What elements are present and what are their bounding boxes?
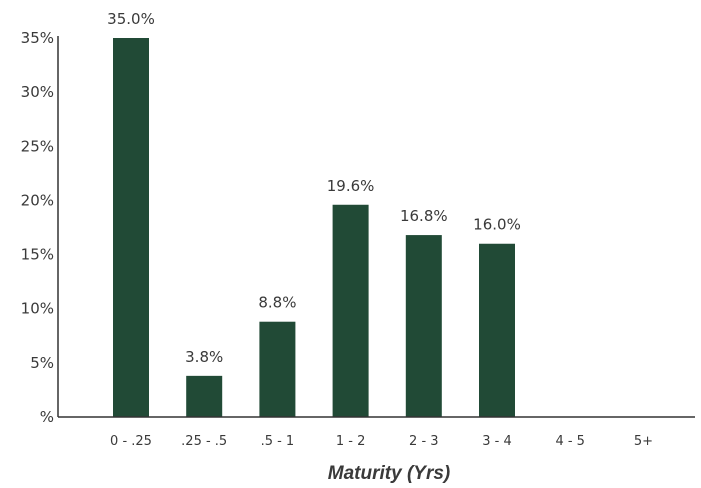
bar bbox=[332, 204, 369, 417]
y-axis-ticks: % 5% 10% 15% 20% 25% 30% 35% bbox=[21, 29, 54, 426]
data-labels: 35.0% 3.8% 8.8% 19.6% 16.8% 16.0% bbox=[107, 10, 521, 366]
x-axis-categories: 0 - .25 .25 - .5 .5 - 1 1 - 2 2 - 3 3 - 4 4 - … bbox=[110, 434, 653, 449]
y-tick-label: 5% bbox=[30, 354, 54, 372]
bars bbox=[113, 38, 515, 417]
y-tick-label: 10% bbox=[21, 300, 54, 318]
y-tick-label: 25% bbox=[21, 137, 54, 155]
y-tick-label: 15% bbox=[21, 246, 54, 264]
y-tick-label: 30% bbox=[21, 83, 54, 101]
x-tick-label: .5 - 1 bbox=[261, 434, 295, 449]
bar bbox=[259, 321, 296, 417]
x-tick-label: 1 - 2 bbox=[336, 434, 366, 449]
bar-value-label: 16.8% bbox=[400, 207, 448, 225]
bar-value-label: 8.8% bbox=[258, 294, 296, 312]
y-tick-label: % bbox=[40, 408, 54, 426]
bar bbox=[186, 375, 223, 417]
bar-value-label: 19.6% bbox=[327, 177, 375, 195]
x-axis-title: Maturity (Yrs) bbox=[328, 463, 450, 484]
bar bbox=[405, 235, 442, 417]
x-tick-label: 2 - 3 bbox=[409, 434, 439, 449]
bar bbox=[113, 38, 149, 417]
y-tick-label: 20% bbox=[21, 191, 54, 209]
bar bbox=[479, 243, 515, 417]
x-tick-label: 0 - .25 bbox=[110, 434, 152, 449]
x-tick-label: .25 - .5 bbox=[181, 434, 227, 449]
bar-value-label: 3.8% bbox=[185, 348, 223, 366]
x-tick-label: 3 - 4 bbox=[482, 434, 512, 449]
y-tick-label: 35% bbox=[21, 29, 54, 47]
x-tick-label: 4 - 5 bbox=[555, 434, 585, 449]
x-tick-label: 5+ bbox=[634, 434, 653, 449]
bar-value-label: 16.0% bbox=[473, 216, 521, 234]
bar-value-label: 35.0% bbox=[107, 10, 155, 28]
